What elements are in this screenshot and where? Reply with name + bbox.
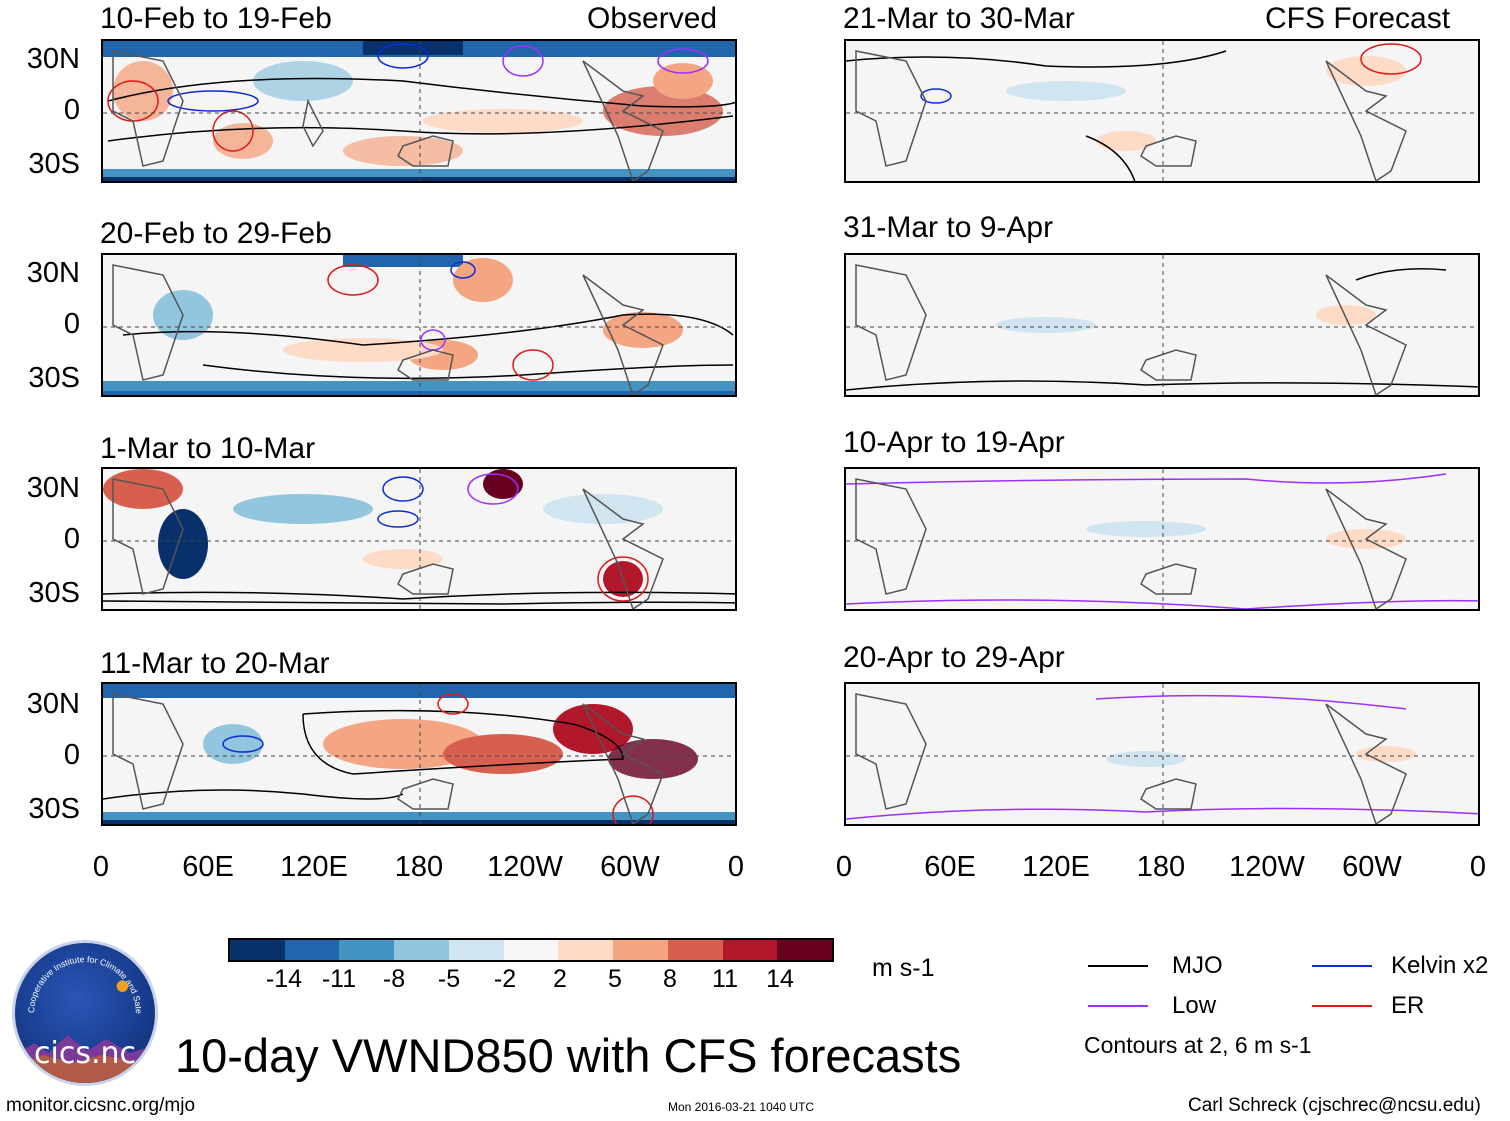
- legend-swatch-mjo: [1088, 965, 1148, 967]
- cics-logo: Cooperative Institute for Climate and Sa…: [12, 940, 158, 1086]
- lat-label-0: 0: [63, 308, 80, 340]
- map-panel-fc-1: [844, 39, 1480, 183]
- logo-text: cics.nc: [34, 1036, 136, 1071]
- panel-title-fc-1: 21-Mar to 30-Mar: [843, 2, 1075, 35]
- colorbar-label: -11: [321, 965, 357, 993]
- colorbar-label: -5: [437, 965, 461, 993]
- colorbar-swatch: [394, 940, 449, 960]
- panel-title-fc-4: 20-Apr to 29-Apr: [843, 641, 1065, 674]
- lat-label-30s: 30S: [28, 148, 80, 180]
- colorbar: [228, 938, 834, 962]
- svg-text:Cooperative Institute for Clim: Cooperative Institute for Climate and Sa…: [15, 943, 144, 1014]
- lon-label: 60W: [1342, 851, 1402, 883]
- map-fc-2: [846, 255, 1478, 395]
- lat-label-30n: 30N: [26, 472, 80, 504]
- legend-swatch-low: [1088, 1005, 1148, 1007]
- lon-label: 60E: [182, 851, 234, 883]
- lat-label-30s: 30S: [28, 793, 80, 825]
- lon-label: 120W: [1229, 851, 1305, 883]
- lat-label-0: 0: [63, 523, 80, 555]
- colorbar-label: 11: [712, 965, 738, 993]
- map-obs-3: [103, 469, 735, 609]
- legend-swatch-er: [1312, 1005, 1372, 1007]
- colorbar-swatch: [722, 940, 778, 960]
- map-panel-fc-2: [844, 253, 1480, 397]
- panel-title-obs-3: 1-Mar to 10-Mar: [100, 432, 316, 465]
- lon-label: 60W: [600, 851, 660, 883]
- colorbar-swatch: [339, 940, 395, 960]
- colorbar-label: 8: [663, 965, 677, 993]
- lon-label: 180: [1136, 851, 1186, 883]
- footer-right[interactable]: Carl Schreck (cjschrec@ncsu.edu): [1188, 1095, 1481, 1116]
- panel-title-fc-3: 10-Apr to 19-Apr: [843, 426, 1065, 459]
- legend-label-mjo: MJO: [1172, 952, 1223, 979]
- map-panel-obs-4: [101, 682, 737, 826]
- map-panel-fc-3: [844, 467, 1480, 611]
- map-fc-1: [846, 41, 1478, 181]
- lat-label-30n: 30N: [26, 43, 80, 75]
- colorbar-swatch: [777, 940, 833, 960]
- legend-label-low: Low: [1172, 992, 1217, 1019]
- colorbar-swatch: [503, 940, 559, 960]
- lon-label: 0: [835, 851, 853, 883]
- map-panel-fc-4: [844, 682, 1480, 826]
- map-panel-obs-3: [101, 467, 737, 611]
- logo-ring-text: Cooperative Institute for Climate and Sa…: [15, 943, 144, 1014]
- map-obs-1: [103, 41, 735, 181]
- main-title: 10-day VWND850 with CFS forecasts: [175, 1029, 962, 1082]
- lat-label-30n: 30N: [26, 257, 80, 289]
- colorbar-label: 14: [766, 965, 794, 993]
- legend-label-er: ER: [1391, 992, 1425, 1019]
- colorbar-label: -2: [493, 965, 517, 993]
- panel-subtitle-cfs-forecast: CFS Forecast: [1265, 2, 1451, 35]
- panel-subtitle-observed: Observed: [587, 2, 718, 35]
- colorbar-label: -14: [265, 965, 303, 993]
- lon-label: 180: [394, 851, 444, 883]
- colorbar-swatch: [230, 940, 285, 960]
- lon-label: 120W: [487, 851, 563, 883]
- colorbar-swatch: [284, 940, 340, 960]
- lon-label: 0: [92, 851, 110, 883]
- panel-title-obs-4: 11-Mar to 20-Mar: [100, 647, 330, 680]
- panel-title-fc-2: 31-Mar to 9-Apr: [843, 211, 1054, 244]
- lon-label: 120E: [1022, 851, 1090, 883]
- lat-label-0: 0: [63, 94, 80, 126]
- legend-swatch-kelvin: [1312, 965, 1372, 967]
- footer-center-timestamp: Mon 2016-03-21 1040 UTC: [668, 1100, 815, 1114]
- colorbar-swatch: [558, 940, 614, 960]
- lat-label-0: 0: [63, 739, 80, 771]
- footer-left[interactable]: monitor.cicsnc.org/mjo: [6, 1095, 196, 1116]
- colorbar-units: m s-1: [872, 954, 935, 982]
- map-panel-obs-1: [101, 39, 737, 183]
- legend-label-kelvin: Kelvin x2: [1391, 952, 1489, 979]
- colorbar-swatch: [613, 940, 668, 960]
- legend-note: Contours at 2, 6 m s-1: [1084, 1032, 1312, 1058]
- lon-label: 120E: [280, 851, 348, 883]
- lon-label: 0: [727, 851, 745, 883]
- lat-label-30n: 30N: [26, 688, 80, 720]
- colorbar-label: 2: [553, 965, 567, 993]
- colorbar-label: 5: [608, 965, 622, 993]
- panel-title-obs-1: 10-Feb to 19-Feb: [100, 2, 332, 35]
- lon-label: 60E: [924, 851, 976, 883]
- colorbar-label: -8: [382, 965, 406, 993]
- map-fc-3: [846, 469, 1478, 609]
- logo-mountains: [15, 1035, 155, 1083]
- colorbar-swatch: [667, 940, 723, 960]
- lat-label-30s: 30S: [28, 577, 80, 609]
- map-panel-obs-2: [101, 253, 737, 397]
- lon-label: 0: [1469, 851, 1487, 883]
- map-obs-4: [103, 684, 735, 824]
- panel-title-obs-2: 20-Feb to 29-Feb: [100, 217, 332, 250]
- map-obs-2: [103, 255, 735, 395]
- lat-label-30s: 30S: [28, 362, 80, 394]
- map-fc-4: [846, 684, 1478, 824]
- colorbar-swatch: [448, 940, 504, 960]
